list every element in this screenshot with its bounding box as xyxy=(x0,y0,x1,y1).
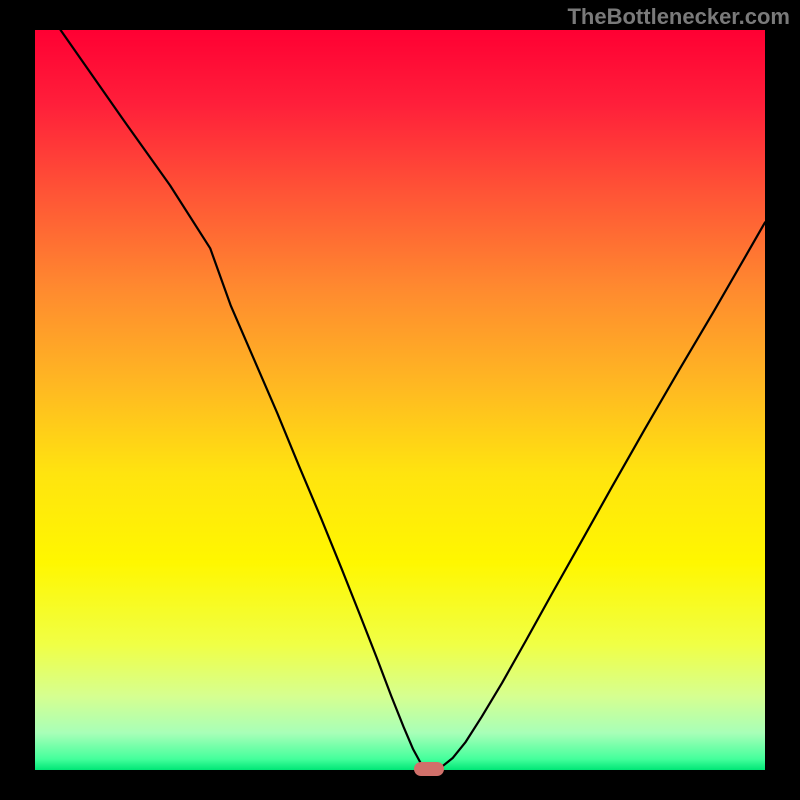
chart-container: TheBottlenecker.com xyxy=(0,0,800,800)
optimum-marker xyxy=(414,762,444,776)
plot-area xyxy=(35,30,765,770)
bottleneck-curve xyxy=(61,30,765,769)
curve-svg xyxy=(35,30,765,770)
watermark-text: TheBottlenecker.com xyxy=(567,4,790,30)
